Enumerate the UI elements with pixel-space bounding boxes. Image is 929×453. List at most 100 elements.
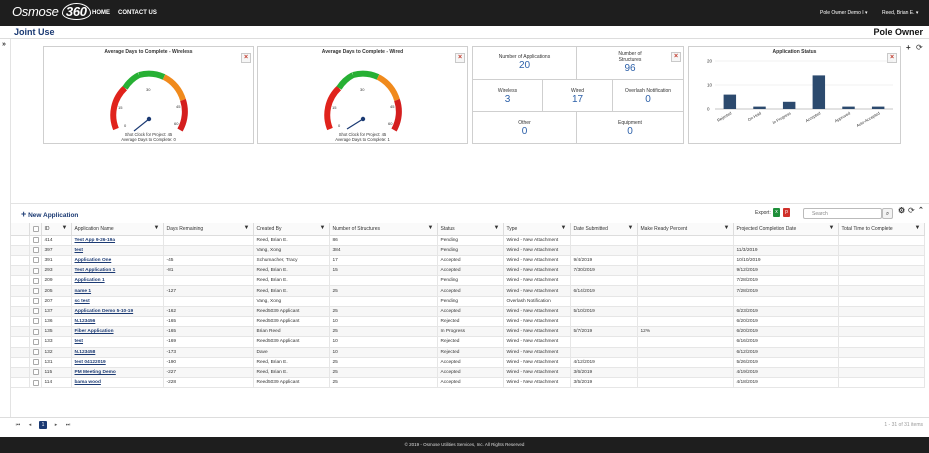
cell-application-name[interactable]: name 1 [71,285,164,297]
column-header-created-by[interactable]: Created By ▼ [253,223,330,236]
cell-application-name[interactable]: Application 1 [71,275,164,287]
row-select-cell[interactable] [29,306,42,318]
column-header-date-submitted[interactable]: Date Submitted ▼ [570,223,638,236]
table-row[interactable]: 131 test 04122019 -190 Reed, Brian E. 25 Acce… [11,357,925,368]
row-checkbox[interactable] [32,236,39,243]
page-number-current[interactable]: 1 [39,421,47,429]
filter-icon[interactable]: ▼ [723,225,730,231]
row-select-cell[interactable] [29,336,42,348]
column-header-days-remaining[interactable]: Days Remaining ▼ [163,223,254,236]
bar[interactable] [782,101,796,109]
table-row[interactable]: 391 Application One -45 Schumacher, Tracy 17… [11,255,925,267]
filter-icon[interactable]: ▼ [153,225,160,231]
last-page-icon[interactable]: ⏭ [65,422,71,428]
bar[interactable] [723,94,737,109]
close-icon[interactable]: × [241,53,251,63]
table-row[interactable]: 137 Application Demo 5-10-19 -162 Reed5039 … [11,306,925,318]
cell-application-name[interactable]: Test Application 1 [71,265,164,277]
row-select-cell[interactable] [29,265,42,277]
filter-icon[interactable]: ▼ [914,225,921,231]
table-row[interactable]: 114 bama wood -228 Reed5039 Applicant 25 Acce… [11,377,925,389]
row-select-cell[interactable] [29,326,42,338]
cell-application-name[interactable]: test [71,336,164,348]
filter-icon[interactable]: ▼ [61,225,68,231]
filter-icon[interactable]: ▼ [493,225,500,231]
row-select-cell[interactable] [29,367,42,379]
pdf-export-icon[interactable]: p [783,208,790,217]
row-checkbox[interactable] [32,257,39,264]
close-icon[interactable]: × [887,53,897,63]
refresh-icon[interactable]: ⟳ [908,206,915,215]
row-select-cell[interactable] [29,275,42,287]
add-widget-icon[interactable]: + [906,43,911,52]
row-checkbox[interactable] [32,247,39,254]
column-header-type[interactable]: Type ▼ [503,223,571,236]
close-icon[interactable]: × [455,53,465,63]
filter-icon[interactable]: ▼ [427,225,434,231]
row-checkbox[interactable] [32,369,39,376]
cell-application-name[interactable]: Test App 9-26-19a [71,235,164,246]
table-row[interactable]: 133 test -169 Reed5039 Applicant 10 Rejected W… [11,336,925,348]
gear-icon[interactable]: ⚙ [898,206,906,215]
filter-icon[interactable]: ▼ [319,225,326,231]
table-row[interactable]: 115 PM Meeting Demo -227 Reed, Brian E. 25 Ac… [11,367,925,379]
bar[interactable] [842,106,855,109]
table-row[interactable]: 205 name 1 -127 Reed, Brian E. 25 Accepted Wir… [11,285,925,297]
row-select-cell[interactable] [29,255,42,267]
cell-application-name[interactable]: N.123456 [71,316,164,328]
row-checkbox[interactable] [32,359,39,366]
table-row[interactable]: 414 Test App 9-26-19a Reed, Brian E. 86 Pend… [11,235,925,246]
cell-application-name[interactable]: Application Demo 5-10-19 [71,306,164,318]
bar[interactable] [753,106,766,109]
table-row[interactable]: 207 sc test Vang, Xong Pending Overlash Noti… [11,296,925,307]
row-checkbox[interactable] [32,287,39,294]
cell-application-name[interactable]: PM Meeting Demo [71,367,164,379]
cell-application-name[interactable]: N.123458 [71,347,164,358]
row-checkbox[interactable] [32,277,39,284]
row-checkbox[interactable] [32,379,39,386]
osmose-360-logo[interactable]: Osmose 360 [12,3,91,20]
close-icon[interactable]: × [671,52,681,62]
new-application-button[interactable]: + New Application [21,209,78,219]
bar[interactable] [812,75,826,109]
cell-application-name[interactable]: test 04122019 [71,357,164,368]
row-checkbox[interactable] [32,267,39,274]
table-row[interactable]: 132 N.123458 -173 Dave 10 Rejected Wired - New… [11,347,925,358]
column-header-status[interactable]: Status ▼ [437,223,504,236]
row-checkbox[interactable] [32,349,39,356]
filter-icon[interactable]: ▼ [560,225,567,231]
user-dropdown[interactable]: Reed, Brian E. ▾ [882,10,918,16]
nav-contact-us-link[interactable]: CONTACT US [118,10,157,16]
table-row[interactable]: 136 N.123456 -165 Reed5039 Applicant 10 Rejec… [11,316,925,328]
select-all-checkbox[interactable] [29,223,42,236]
cell-application-name[interactable]: test [71,245,164,256]
excel-export-icon[interactable]: x [773,208,780,217]
row-select-cell[interactable] [29,245,42,256]
search-icon[interactable]: ⌕ [882,208,893,219]
collapse-icon[interactable]: ⌃ [918,207,924,214]
filter-icon[interactable]: ▼ [828,225,835,231]
row-select-cell[interactable] [29,377,42,389]
prev-page-icon[interactable]: ◂ [28,422,32,428]
row-checkbox[interactable] [32,328,39,335]
expand-sidebar-icon[interactable]: » [2,41,6,48]
column-header-number-of-structures[interactable]: Number of Structures ▼ [329,223,438,236]
table-row[interactable]: 293 Test Application 1 -81 Reed, Brian E. 15… [11,265,925,277]
row-select-cell[interactable] [29,235,42,246]
row-checkbox[interactable] [32,318,39,325]
row-checkbox[interactable] [32,338,39,345]
column-header-application-name[interactable]: Application Name ▼ [71,223,164,236]
refresh-icon[interactable]: ⟳ [916,43,923,52]
row-select-cell[interactable] [29,357,42,368]
cell-application-name[interactable]: Fiber Application [71,326,164,338]
search-input[interactable]: Search [803,208,882,219]
org-dropdown[interactable]: Pole Owner Demo I ▾ [820,10,868,16]
row-select-cell[interactable] [29,285,42,297]
cell-application-name[interactable]: Application One [71,255,164,267]
column-header-total-time-to-complete[interactable]: Total Time to Complete ▼ [838,223,925,236]
cell-application-name[interactable]: bama wood [71,377,164,389]
next-page-icon[interactable]: ▸ [54,422,58,428]
bar[interactable] [871,106,885,109]
table-row[interactable]: 209 Application 1 Reed, Brian E. Pending Wir… [11,275,925,287]
row-checkbox[interactable] [32,308,39,315]
